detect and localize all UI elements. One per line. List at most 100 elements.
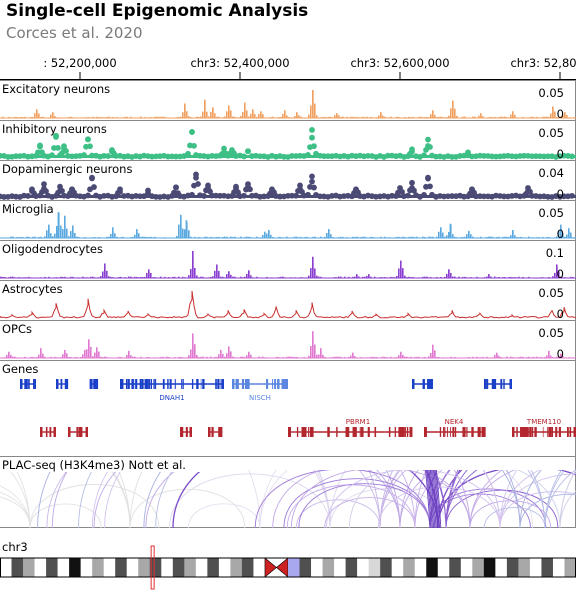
- signal-bar: [554, 111, 556, 118]
- signal-bar: [66, 353, 68, 358]
- plac-arc: [429, 470, 451, 528]
- signal-bar: [406, 356, 408, 358]
- track-dopaminergic[interactable]: Dopaminergic neurons 0.04 0: [0, 160, 576, 201]
- signal-bar: [196, 354, 198, 358]
- gene-exon: [374, 427, 376, 437]
- signal-bar: [438, 356, 440, 358]
- gene-model[interactable]: [412, 379, 433, 389]
- signal-bar: [318, 276, 320, 278]
- gene-exon: [361, 427, 364, 437]
- gene-exon: [452, 427, 455, 437]
- gene-exon: [281, 379, 283, 389]
- signal-bar: [442, 232, 444, 238]
- signal-point: [53, 132, 59, 139]
- signal-bar: [510, 356, 512, 358]
- gene-exon: [503, 379, 505, 389]
- plac-arc: [129, 489, 246, 528]
- gene-model[interactable]: NISCH: [232, 379, 288, 402]
- plac-arc: [8, 470, 31, 528]
- gene-exon: [494, 379, 497, 389]
- signal-bar: [62, 276, 64, 278]
- genomic-axis[interactable]: : 52,200,000 chr3: 52,400,000 chr3: 52,600…: [0, 48, 576, 80]
- signal-bar: [146, 272, 148, 278]
- gene-exon: [196, 379, 198, 389]
- gene-model[interactable]: [68, 427, 88, 437]
- chromosome-band: [69, 558, 81, 577]
- signal-bar: [404, 356, 406, 358]
- gene-model[interactable]: [40, 427, 56, 437]
- signal-bar: [348, 276, 350, 278]
- signal-bar: [248, 270, 250, 278]
- signal-bar: [216, 116, 218, 118]
- gene-model[interactable]: [484, 379, 512, 389]
- signal-bar: [518, 276, 520, 278]
- signal-bar: [414, 356, 416, 358]
- signal-bar: [490, 276, 492, 278]
- gene-exon: [492, 379, 496, 389]
- plac-arc: [379, 470, 401, 528]
- plac-arc: [559, 470, 576, 528]
- signal-bar: [246, 274, 248, 278]
- region-highlight[interactable]: [150, 545, 155, 590]
- gene-model[interactable]: [56, 379, 69, 389]
- ideogram-track[interactable]: chr3: [0, 540, 576, 590]
- gene-exon: [548, 427, 551, 437]
- signal-bar: [52, 112, 54, 118]
- gene-model[interactable]: [180, 427, 192, 437]
- gene-exon: [167, 379, 169, 389]
- signal-bar: [240, 356, 242, 358]
- gene-exon: [153, 379, 155, 389]
- signal-bar: [212, 107, 214, 118]
- track-oligodendrocytes[interactable]: Oligodendrocytes 0.1 0: [0, 240, 576, 281]
- gene-model[interactable]: [208, 427, 223, 437]
- signal-bar: [164, 116, 166, 118]
- signal-point: [269, 186, 275, 193]
- signal-bar: [352, 276, 354, 278]
- signal-bar: [100, 356, 102, 358]
- gene-exon: [388, 427, 391, 437]
- gene-exon: [288, 427, 291, 437]
- chromosome-band: [529, 558, 542, 577]
- signal-bar: [370, 276, 372, 278]
- gene-model[interactable]: TMEM110: [512, 418, 576, 437]
- gene-model[interactable]: [89, 379, 99, 389]
- signal-point: [117, 186, 123, 193]
- signal-point: [245, 148, 251, 155]
- signal-bar: [50, 356, 52, 358]
- gene-model[interactable]: [20, 379, 36, 389]
- signal-bar: [446, 273, 448, 278]
- gene-exon: [95, 379, 98, 389]
- signal-bar: [288, 356, 290, 358]
- gene-model[interactable]: PBRM1: [304, 418, 413, 437]
- track-microglia[interactable]: Microglia 0.05 0: [0, 200, 576, 241]
- signal-bar: [504, 116, 506, 118]
- signal-bar: [64, 215, 66, 238]
- signal-bar: [314, 103, 316, 118]
- signal-bar: [130, 355, 132, 358]
- chromosome-band: [80, 558, 93, 577]
- track-excitatory[interactable]: Excitatory neurons 0.05 0: [0, 80, 576, 121]
- track-inhibitory[interactable]: Inhibitory neurons 0.05 0: [0, 120, 576, 161]
- signal-bar: [308, 114, 310, 118]
- signal-point: [305, 151, 311, 158]
- signal-bar: [476, 276, 478, 278]
- signal-point: [241, 153, 247, 160]
- signal-bar: [262, 114, 264, 118]
- signal-bar: [62, 354, 64, 358]
- signal-bar: [232, 276, 234, 278]
- signal-bar: [234, 236, 236, 238]
- track-opcs[interactable]: OPCs 0.05 0: [0, 320, 576, 361]
- signal-bar: [136, 276, 138, 278]
- track-astrocytes[interactable]: Astrocytes 0.05 0: [0, 280, 576, 321]
- genes-track[interactable]: Genes DNAH1 NISCH PBRM1 NEK4 TMEM110: [0, 360, 576, 456]
- signal-bar: [200, 276, 202, 278]
- gene-model[interactable]: [288, 427, 304, 437]
- signal-bar: [556, 264, 558, 278]
- signal-bar: [344, 276, 346, 278]
- signal-bar: [38, 113, 40, 118]
- signal-bar: [188, 355, 190, 358]
- gene-model[interactable]: DNAH1: [120, 379, 224, 402]
- signal-bar: [432, 110, 434, 118]
- gene-model[interactable]: NEK4: [424, 418, 486, 437]
